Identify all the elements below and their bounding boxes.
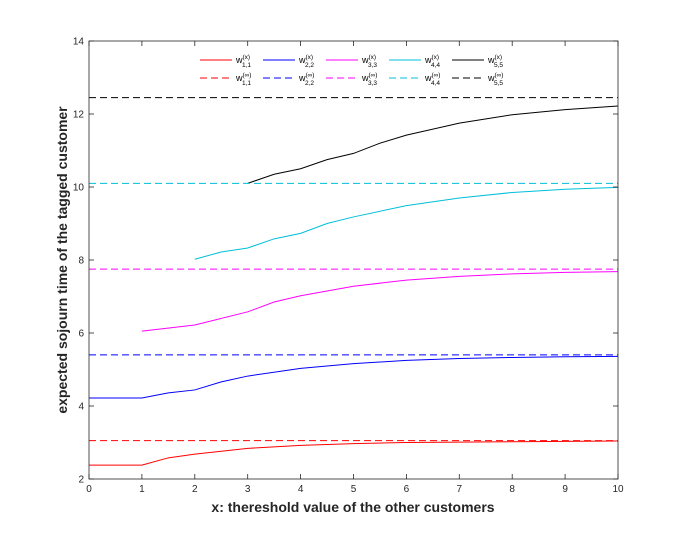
legend: w(x) 1,1 w(x) 2,2 w(x) 3,3 w(x) 4,4 w(x) 5,5 w(∞) 1… bbox=[200, 54, 503, 87]
x-tick-label: 5 bbox=[351, 484, 357, 495]
legend-entry: w(∞) 5,5 bbox=[487, 72, 503, 87]
y-tick-label: 8 bbox=[78, 256, 84, 267]
x-tick-label: 10 bbox=[612, 484, 624, 495]
x-axis-label: x: thereshold value of the other custome… bbox=[211, 499, 494, 515]
series-line-3 bbox=[141, 271, 619, 332]
x-tick-label: 3 bbox=[245, 484, 251, 495]
legend-entry: w(x) 5,5 bbox=[487, 54, 503, 69]
x-tick-label: 7 bbox=[457, 484, 463, 495]
y-tick-label: 4 bbox=[78, 402, 84, 413]
legend-entry: w(∞) 1,1 bbox=[235, 72, 251, 87]
legend-entry: w(x) 1,1 bbox=[235, 54, 251, 69]
series-line-1 bbox=[89, 440, 619, 466]
x-tick-label: 0 bbox=[86, 484, 92, 495]
series-line-2 bbox=[89, 355, 619, 399]
y-tick-label: 6 bbox=[78, 329, 84, 340]
series-line-4 bbox=[194, 186, 619, 260]
legend-entry: w(x) 2,2 bbox=[298, 54, 314, 69]
x-tick-label: 1 bbox=[139, 484, 145, 495]
legend-entry: w(x) 3,3 bbox=[361, 54, 377, 69]
x-tick-label: 9 bbox=[562, 484, 568, 495]
axes-box bbox=[88, 40, 619, 480]
legend-entry: w(∞) 4,4 bbox=[424, 72, 440, 87]
x-tick-label: 8 bbox=[509, 484, 515, 495]
y-tick-label: 10 bbox=[73, 183, 85, 194]
y-tick-label: 12 bbox=[73, 110, 85, 121]
x-tick-label: 4 bbox=[298, 484, 304, 495]
y-axis-label: expected sojourn time of the tagged cust… bbox=[54, 106, 70, 414]
legend-entry: w(∞) 2,2 bbox=[298, 72, 314, 87]
y-tick-label: 14 bbox=[73, 37, 85, 48]
y-tick-label: 2 bbox=[78, 475, 84, 486]
legend-entry: w(x) 4,4 bbox=[424, 54, 440, 69]
legend-entry: w(∞) 3,3 bbox=[361, 72, 377, 87]
x-tick-label: 2 bbox=[192, 484, 198, 495]
series-line-5 bbox=[247, 105, 619, 184]
plot-area bbox=[89, 97, 619, 466]
x-tick-label: 6 bbox=[404, 484, 410, 495]
